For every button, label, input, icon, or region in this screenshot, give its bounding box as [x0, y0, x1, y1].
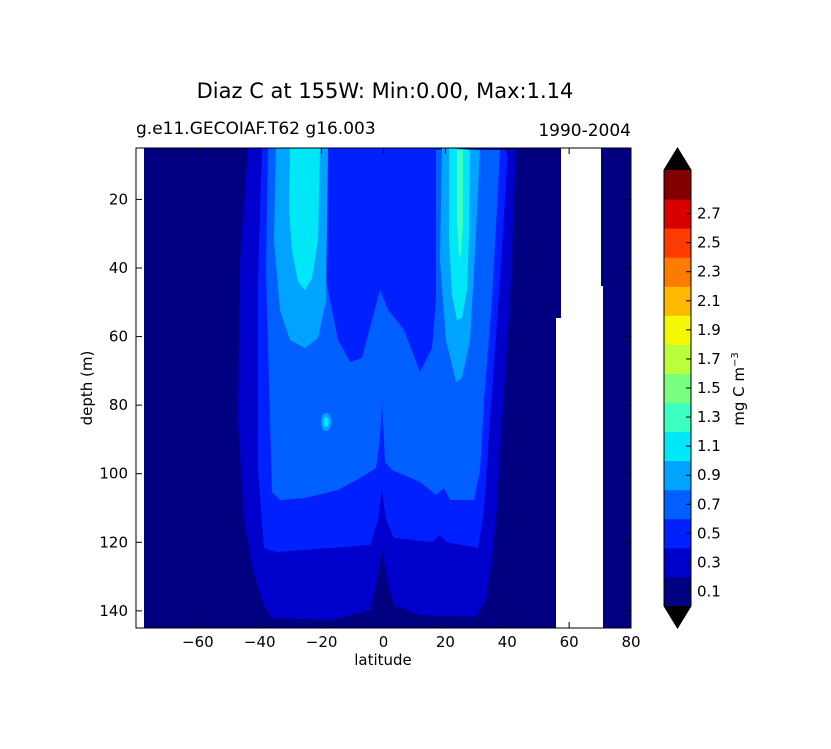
colorbar-tick-label: 0.3	[697, 553, 721, 571]
colorbar-tick-label: 2.5	[697, 234, 721, 252]
x-tick-label: 0	[379, 633, 389, 651]
chart-title: Diaz C at 155W: Min:0.00, Max:1.14	[197, 79, 574, 103]
x-axis: −60 −40 −20 0 20 40 60 80	[182, 148, 641, 651]
colorbar-label-text: mg C m	[730, 367, 748, 426]
y-tick-label: 60	[109, 328, 128, 346]
colorbar-tick-label: 2.3	[697, 263, 721, 281]
colorbar-tick-label: 0.9	[697, 466, 721, 484]
contour-band-level-5	[289, 148, 320, 290]
colorbar-label-exponent: −3	[730, 352, 741, 367]
colorbar-label: mg C m−3	[730, 352, 748, 426]
y-axis: 20 40 60 80 100 120 140	[99, 190, 631, 620]
colorbar-tick-label: 0.7	[697, 495, 721, 513]
colorbar-over-arrow	[664, 148, 691, 170]
y-tick-label: 20	[109, 190, 128, 208]
contour-field	[136, 148, 631, 628]
colorbar-under-arrow	[664, 606, 691, 628]
contour-band-level-5-spot	[323, 417, 329, 427]
colorbar-tick-label: 1.5	[697, 379, 721, 397]
colorbar-tick-label: 1.3	[697, 408, 721, 426]
colorbar-outline	[663, 147, 692, 629]
x-tick-label: 20	[436, 633, 455, 651]
colorbar-tick-label: 2.1	[697, 292, 721, 310]
x-tick-label: −60	[182, 633, 214, 651]
colorbar-tick-label: 0.1	[697, 582, 721, 600]
colorbar-tick-label: 2.7	[697, 205, 721, 223]
x-tick-label: −40	[244, 633, 276, 651]
missing-land-mask	[556, 318, 566, 628]
missing-land-mask	[600, 286, 603, 628]
chart-subtitle-right: 1990-2004	[538, 121, 631, 141]
y-tick-label: 40	[109, 259, 128, 277]
y-tick-label: 100	[99, 465, 128, 483]
colorbar-segment	[664, 170, 691, 200]
y-tick-label: 120	[99, 533, 128, 551]
x-tick-label: 40	[498, 633, 517, 651]
y-axis-label: depth (m)	[78, 351, 96, 426]
y-tick-label: 140	[99, 602, 128, 620]
colorbar: 0.1 0.3 0.5 0.7 0.9 1.1 1.3 1.5 1.7 1.9 2.1 2.3 2.5 2…	[663, 147, 721, 629]
chart-subtitle-left: g.e11.GECOIAF.T62 g16.003	[136, 119, 376, 139]
missing-land-mask	[561, 148, 601, 628]
x-axis-label: latitude	[354, 651, 412, 669]
missing-left-strip	[136, 148, 144, 628]
y-tick-label: 80	[109, 396, 128, 414]
contour-band-level-6	[457, 150, 463, 256]
contour-band-intrusion	[326, 148, 436, 372]
x-tick-label: −20	[306, 633, 338, 651]
colorbar-tick-label: 0.5	[697, 524, 721, 542]
colorbar-tick-label: 1.9	[697, 321, 721, 339]
colorbar-tick-label: 1.7	[697, 350, 721, 368]
x-tick-label: 60	[560, 633, 579, 651]
x-tick-label: 80	[621, 633, 640, 651]
colorbar-tick-label: 1.1	[697, 437, 721, 455]
